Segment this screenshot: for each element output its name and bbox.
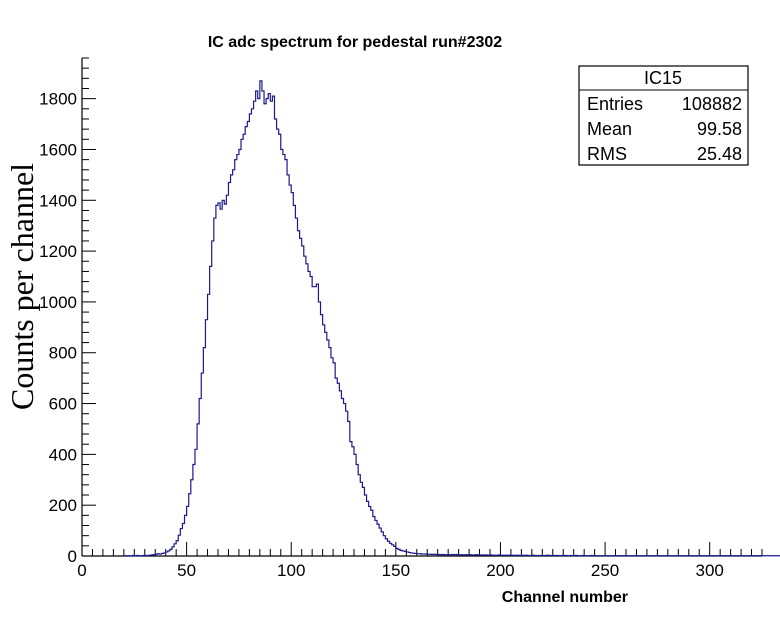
y-axis-label: Counts per channel [4, 163, 40, 410]
x-tick-label: 0 [77, 561, 86, 580]
stats-mean-label: Mean [587, 119, 632, 139]
stats-rms-label: RMS [587, 144, 627, 164]
stats-entries-value: 108882 [682, 94, 742, 114]
y-tick-label: 400 [49, 445, 77, 464]
x-tick-label: 150 [382, 561, 410, 580]
x-tick-label: 300 [696, 561, 724, 580]
x-tick-label: 250 [591, 561, 619, 580]
y-tick-label: 200 [49, 496, 77, 515]
y-tick-label: 1800 [39, 90, 77, 109]
stats-box-frame [578, 65, 749, 166]
stats-entries-label: Entries [587, 94, 643, 114]
histogram-series [123, 80, 780, 557]
y-tick-label: 1000 [39, 293, 77, 312]
y-ticks: 0 200 400 600 800 1000 1200 1400 1600 1800 [39, 57, 96, 566]
stats-box-name: IC15 [644, 68, 682, 88]
stats-mean-value: 99.58 [697, 119, 742, 139]
stats-rms-value: 25.48 [697, 144, 742, 164]
y-tick-label: 1200 [39, 242, 77, 261]
stats-box: IC15 Entries 108882 Mean 99.58 RMS 25.48 [578, 65, 749, 166]
x-tick-label: 200 [486, 561, 514, 580]
y-tick-label: 0 [68, 547, 77, 566]
x-ticks: 0 50 100 150 200 250 300 [77, 542, 763, 580]
y-tick-label: 1600 [39, 140, 77, 159]
x-axis-label: Channel number [502, 589, 628, 606]
x-tick-label: 50 [177, 561, 196, 580]
chart-title: IC adc spectrum for pedestal run#2302 [208, 34, 502, 51]
x-tick-label: 100 [277, 561, 305, 580]
y-tick-label: 600 [49, 395, 77, 414]
y-tick-label: 1400 [39, 191, 77, 210]
y-tick-label: 800 [49, 344, 77, 363]
